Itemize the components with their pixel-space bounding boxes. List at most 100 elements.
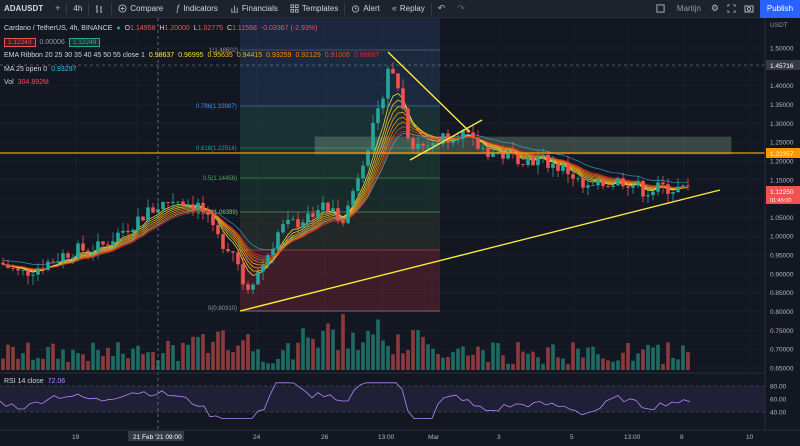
candle-body xyxy=(401,88,405,109)
layout-icon xyxy=(656,4,665,13)
rsi-line xyxy=(0,382,691,419)
volume-bar xyxy=(641,349,645,370)
fib-retracement[interactable]: 1(1.48602) 0.786(1.33987) 0.618(1.22514)… xyxy=(196,18,440,312)
replay-button[interactable]: « Replay xyxy=(386,0,431,18)
compare-label: Compare xyxy=(130,4,164,13)
interval-label: 4h xyxy=(73,4,83,13)
candle-body xyxy=(646,195,650,197)
volume-bar xyxy=(191,336,195,370)
candle-body xyxy=(676,186,680,193)
volume-bar xyxy=(471,354,475,370)
volume-bar xyxy=(326,323,330,370)
price-tick: 1.15000 xyxy=(770,177,794,184)
compare-button[interactable]: Compare xyxy=(112,0,169,18)
candle-body xyxy=(466,129,470,133)
candle-body xyxy=(411,138,415,149)
ema-value: 0.96995 xyxy=(178,52,204,59)
volume-bar xyxy=(456,348,460,370)
support-trendline[interactable] xyxy=(239,189,721,312)
interval-button[interactable]: 4h xyxy=(67,0,88,18)
candle-body xyxy=(36,268,40,275)
price-tick: 0.65000 xyxy=(770,366,794,373)
time-label: Mar xyxy=(428,434,440,441)
volume-bar xyxy=(376,319,380,370)
candle-body xyxy=(426,145,430,147)
volume-bar xyxy=(221,330,225,370)
candle-body xyxy=(351,191,355,206)
volume-bar xyxy=(106,347,110,370)
volume-bar xyxy=(516,342,520,370)
ema-legend[interactable]: EMA Ribbon 20 25 30 35 40 45 50 55 close… xyxy=(4,52,379,59)
undo-button[interactable]: ↶ xyxy=(432,0,452,18)
fullscreen-button[interactable] xyxy=(723,0,740,18)
ema-value: 0.93259 xyxy=(266,52,292,59)
candle-body xyxy=(231,251,235,253)
candle-body xyxy=(586,185,590,188)
candle-body xyxy=(371,122,375,151)
symbol-search[interactable]: ADAUSDT xyxy=(0,0,49,18)
crosshair-price-tag xyxy=(766,60,800,70)
volume-bar xyxy=(211,341,215,370)
crosshair-price: 1.45716 xyxy=(770,63,794,70)
rsi-label: RSI 14 close xyxy=(4,378,44,385)
snapshot-button[interactable] xyxy=(740,0,760,18)
volume-bar xyxy=(361,342,365,370)
candle-body xyxy=(216,225,220,235)
redo-button[interactable]: ↷ xyxy=(451,0,471,18)
ask-price[interactable]: 1.12249 xyxy=(68,38,101,47)
add-symbol-button[interactable]: + xyxy=(49,0,66,18)
candle-body xyxy=(311,213,315,217)
volume-bar xyxy=(111,356,115,370)
volume-bar xyxy=(86,361,90,370)
volume-bar xyxy=(636,353,640,370)
ema-line xyxy=(2,111,689,271)
price-tick: 1.30000 xyxy=(770,121,794,128)
resistance-trendline[interactable] xyxy=(387,51,471,133)
candle-body xyxy=(421,143,425,146)
indicators-button[interactable]: ƒ Indicators xyxy=(169,0,224,18)
price-chart[interactable]: 1(1.48602) 0.786(1.33987) 0.618(1.22514)… xyxy=(0,18,800,446)
publish-label: Publish xyxy=(766,4,794,13)
settings-button[interactable]: ⚙ xyxy=(707,0,723,18)
user-menu[interactable]: Martijn xyxy=(671,0,707,18)
financials-button[interactable]: Financials xyxy=(224,0,284,18)
volume-bar xyxy=(71,349,75,370)
candle-body xyxy=(106,244,110,246)
time-label: 10 xyxy=(746,434,754,441)
volume-bar xyxy=(181,342,185,370)
candle-body xyxy=(381,98,385,109)
ma-legend[interactable]: MA 25 open 0 0.93297 xyxy=(4,66,77,73)
candle-body xyxy=(121,230,125,233)
layout-button[interactable] xyxy=(650,0,671,18)
time-axis[interactable]: 19 21 Feb '21 09:00 24 26 13:00 Mar 3 5 13:00 8 10 xyxy=(72,431,754,441)
volume-bar xyxy=(281,350,285,370)
rsi-legend[interactable]: RSI 14 close 72.06 xyxy=(4,378,65,385)
breakout-trendline[interactable] xyxy=(409,119,483,161)
chart-area[interactable]: 1(1.48602) 0.786(1.33987) 0.618(1.22514)… xyxy=(0,18,800,446)
candle-body xyxy=(611,185,615,187)
bid-ask-legend: 1.12243 0.00006 1.12249 xyxy=(4,38,101,47)
candle-body xyxy=(511,150,515,153)
ma-line xyxy=(2,132,688,265)
time-label: 19 xyxy=(72,434,80,441)
bid-price[interactable]: 1.12243 xyxy=(4,38,36,47)
candle-body xyxy=(286,219,290,225)
volume-bar xyxy=(526,353,530,370)
bar-chart-icon xyxy=(96,4,103,13)
volume-bar xyxy=(431,348,435,370)
volume-bar xyxy=(556,357,560,370)
volume-bar xyxy=(266,363,270,370)
ema-value: 0.92129 xyxy=(295,52,321,59)
ema-value: 0.95635 xyxy=(207,52,233,59)
top-toolbar: ADAUSDT + 4h Compare ƒ Indicators Financ… xyxy=(0,0,800,18)
candle-body xyxy=(336,208,340,221)
volume-legend[interactable]: Vol 304.892M xyxy=(4,79,49,86)
alert-button[interactable]: Alert xyxy=(345,0,385,18)
templates-button[interactable]: Templates xyxy=(284,0,344,18)
chart-type-button[interactable] xyxy=(89,0,111,18)
volume-bar xyxy=(131,348,135,370)
publish-button[interactable]: Publish xyxy=(760,0,800,18)
volume-bar xyxy=(661,363,665,370)
candle-body xyxy=(221,234,225,250)
volume-bar xyxy=(626,343,630,370)
